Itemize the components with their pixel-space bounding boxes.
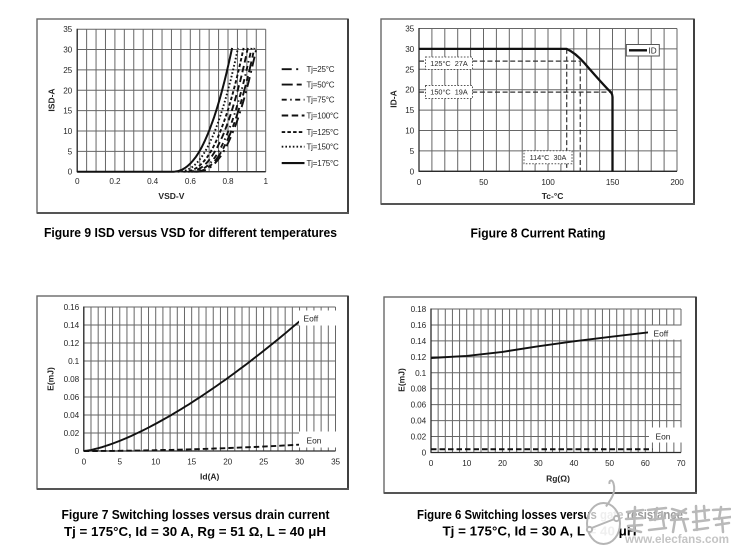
svg-text:114°C 30A: 114°C 30A: [530, 153, 567, 162]
svg-text:30: 30: [295, 458, 304, 467]
svg-text:200: 200: [670, 178, 684, 187]
svg-text:0.04: 0.04: [64, 411, 80, 420]
svg-text:0.08: 0.08: [411, 385, 427, 394]
svg-text:E(mJ): E(mJ): [397, 368, 407, 392]
svg-text:0.08: 0.08: [64, 375, 80, 384]
svg-text:Figure 8 Current Rating: Figure 8 Current Rating: [471, 227, 606, 241]
svg-text:0: 0: [417, 178, 422, 187]
svg-text:5: 5: [410, 147, 415, 156]
svg-text:20: 20: [63, 86, 72, 95]
svg-text:50: 50: [479, 178, 488, 187]
svg-text:70: 70: [677, 459, 686, 468]
svg-text:50: 50: [605, 459, 614, 468]
svg-text:0.04: 0.04: [411, 417, 427, 426]
svg-text:Eon: Eon: [307, 436, 322, 446]
svg-text:0.1: 0.1: [68, 357, 80, 366]
svg-text:0.8: 0.8: [223, 177, 235, 186]
svg-text:Eon: Eon: [656, 432, 671, 442]
svg-text:0: 0: [75, 177, 80, 186]
svg-text:30: 30: [534, 459, 543, 468]
svg-text:5: 5: [118, 458, 123, 467]
svg-text:25: 25: [259, 458, 268, 467]
svg-text:ID: ID: [649, 46, 657, 55]
svg-text:ISD-A: ISD-A: [47, 88, 57, 111]
svg-text:15: 15: [405, 106, 414, 115]
svg-text:Rg(Ω): Rg(Ω): [546, 474, 570, 484]
svg-text:15: 15: [187, 458, 196, 467]
svg-text:E(mJ): E(mJ): [46, 367, 56, 391]
svg-text:0.18: 0.18: [411, 305, 427, 314]
svg-text:15: 15: [63, 107, 72, 116]
svg-text:25: 25: [405, 65, 414, 74]
svg-text:60: 60: [641, 459, 650, 468]
svg-text:35: 35: [405, 25, 414, 34]
svg-text:0.14: 0.14: [411, 337, 427, 346]
svg-text:20: 20: [223, 458, 232, 467]
svg-text:www.elecfans.com: www.elecfans.com: [624, 534, 729, 546]
svg-text:0.6: 0.6: [185, 177, 197, 186]
svg-text:10: 10: [151, 458, 160, 467]
svg-text:30: 30: [63, 46, 72, 55]
svg-text:0: 0: [429, 459, 434, 468]
svg-text:0: 0: [75, 447, 80, 456]
svg-text:100: 100: [541, 178, 555, 187]
svg-text:VSD-V: VSD-V: [158, 191, 184, 201]
svg-text:Tj=150°C: Tj=150°C: [307, 143, 339, 152]
svg-text:0.12: 0.12: [411, 353, 427, 362]
svg-text:Figure 7 Switching losses vers: Figure 7 Switching losses versus drain c…: [62, 508, 331, 522]
svg-text:0: 0: [410, 167, 415, 176]
svg-text:Tj=75°C: Tj=75°C: [307, 96, 335, 105]
svg-text:35: 35: [331, 458, 340, 467]
svg-text:0.06: 0.06: [411, 401, 427, 410]
svg-text:Tj=175°C: Tj=175°C: [307, 159, 339, 168]
svg-text:Tj=125°C: Tj=125°C: [307, 128, 339, 137]
svg-text:0.16: 0.16: [411, 321, 427, 330]
svg-text:35: 35: [63, 25, 72, 34]
svg-text:0.06: 0.06: [64, 393, 80, 402]
svg-text:10: 10: [63, 127, 72, 136]
svg-text:0.16: 0.16: [64, 303, 80, 312]
svg-text:Eoff: Eoff: [654, 329, 669, 339]
svg-text:Tj = 175°C, Id = 30 A, Rg = 51: Tj = 175°C, Id = 30 A, Rg = 51 Ω, L = 40…: [64, 525, 326, 539]
svg-text:Tj=25°C: Tj=25°C: [307, 65, 335, 74]
svg-text:25: 25: [63, 66, 72, 75]
svg-text:0.2: 0.2: [109, 177, 121, 186]
svg-text:0.1: 0.1: [415, 369, 427, 378]
svg-text:ID-A: ID-A: [389, 90, 399, 107]
svg-text:Tc-°C: Tc-°C: [542, 191, 564, 201]
svg-text:Eoff: Eoff: [304, 314, 319, 324]
svg-text:0.14: 0.14: [64, 321, 80, 330]
svg-text:Tj=100°C: Tj=100°C: [307, 112, 339, 121]
svg-text:0.02: 0.02: [411, 433, 427, 442]
svg-text:10: 10: [405, 127, 414, 136]
svg-text:Figure 9 ISD versus VSD for di: Figure 9 ISD versus VSD for different te…: [44, 226, 337, 240]
svg-text:0: 0: [82, 458, 87, 467]
svg-text:20: 20: [405, 86, 414, 95]
svg-text:40: 40: [569, 459, 578, 468]
svg-text:20: 20: [498, 459, 507, 468]
svg-text:0: 0: [422, 449, 427, 458]
svg-text:0.02: 0.02: [64, 429, 80, 438]
svg-text:5: 5: [68, 147, 73, 156]
svg-text:Id(A): Id(A): [200, 472, 220, 482]
svg-text:Tj=50°C: Tj=50°C: [307, 81, 335, 90]
svg-text:0.4: 0.4: [147, 177, 159, 186]
svg-text:150°C 19A: 150°C 19A: [430, 88, 468, 97]
svg-text:10: 10: [462, 459, 471, 468]
svg-text:30: 30: [405, 45, 414, 54]
svg-text:1: 1: [263, 177, 268, 186]
svg-text:150: 150: [606, 178, 620, 187]
svg-text:0: 0: [68, 168, 73, 177]
svg-text:0.12: 0.12: [64, 339, 80, 348]
svg-text:125°C 27A: 125°C 27A: [430, 59, 468, 68]
